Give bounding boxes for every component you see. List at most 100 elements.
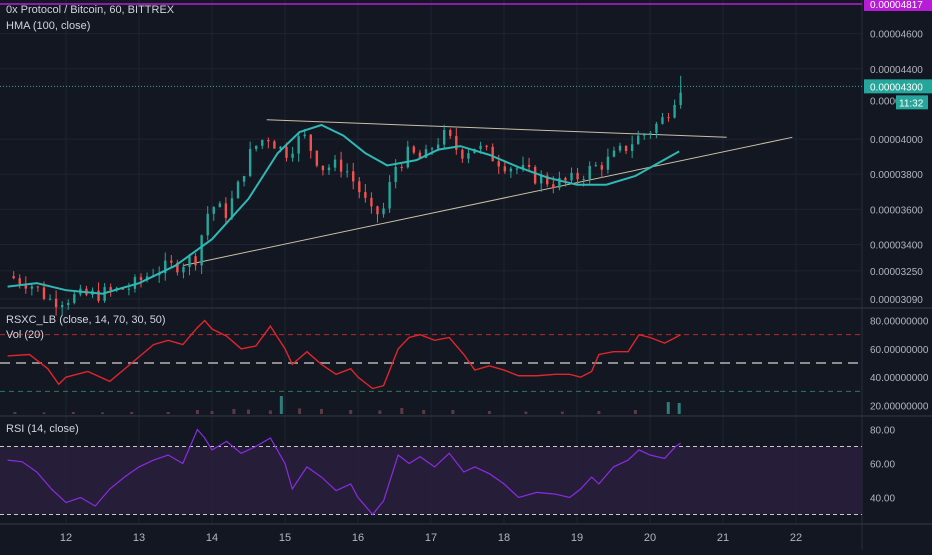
- candle-body[interactable]: [218, 203, 222, 208]
- candle-body[interactable]: [303, 134, 306, 137]
- candle-body[interactable]: [630, 144, 634, 151]
- candle-body[interactable]: [297, 136, 300, 154]
- candle-body[interactable]: [291, 153, 294, 158]
- candle-body[interactable]: [455, 135, 458, 150]
- volume-bar[interactable]: [247, 409, 250, 414]
- candle-body[interactable]: [255, 145, 258, 150]
- candle-body[interactable]: [315, 150, 319, 166]
- candle-body[interactable]: [18, 278, 21, 285]
- candle-body[interactable]: [624, 145, 628, 151]
- lower-trendline[interactable]: [182, 136, 793, 267]
- candle-body[interactable]: [649, 133, 652, 135]
- candle-body[interactable]: [273, 141, 276, 149]
- candle-body[interactable]: [503, 166, 507, 172]
- candle-body[interactable]: [194, 256, 197, 266]
- candle-body[interactable]: [485, 145, 488, 147]
- volume-bar[interactable]: [451, 410, 455, 414]
- candle-body[interactable]: [127, 288, 131, 290]
- candle-body[interactable]: [667, 117, 670, 119]
- candle-body[interactable]: [206, 213, 209, 236]
- candle-body[interactable]: [376, 206, 379, 215]
- candle-body[interactable]: [521, 164, 525, 169]
- rsi-pane[interactable]: [0, 428, 862, 516]
- candle-body[interactable]: [533, 166, 537, 184]
- candle-body[interactable]: [54, 298, 58, 308]
- candle-body[interactable]: [352, 171, 355, 182]
- candle-body[interactable]: [412, 146, 416, 153]
- volume-bar[interactable]: [560, 411, 564, 414]
- candle-body[interactable]: [546, 175, 549, 185]
- candle-body[interactable]: [418, 152, 422, 158]
- volume-bar[interactable]: [487, 411, 491, 414]
- candle-body[interactable]: [539, 175, 543, 184]
- candle-body[interactable]: [133, 277, 137, 289]
- candle-body[interactable]: [321, 165, 325, 171]
- candle-body[interactable]: [30, 286, 34, 289]
- candle-body[interactable]: [509, 168, 513, 172]
- volume-bar[interactable]: [268, 410, 272, 414]
- candle-body[interactable]: [576, 172, 579, 180]
- candle-body[interactable]: [170, 260, 173, 263]
- candle-body[interactable]: [242, 176, 246, 182]
- candle-body[interactable]: [224, 203, 228, 218]
- volume-bar[interactable]: [195, 410, 199, 414]
- candle-body[interactable]: [358, 181, 361, 193]
- volume-bar[interactable]: [524, 411, 528, 414]
- rsx-pane[interactable]: [0, 319, 862, 415]
- candle-body[interactable]: [467, 153, 470, 159]
- volume-bar[interactable]: [320, 409, 323, 414]
- candle-body[interactable]: [461, 149, 464, 159]
- candle-body[interactable]: [309, 134, 312, 151]
- candle-body[interactable]: [564, 177, 567, 181]
- candle-body[interactable]: [24, 284, 27, 289]
- hma-indicator-label[interactable]: HMA (100, close): [6, 20, 91, 32]
- candle-body[interactable]: [139, 277, 143, 281]
- price-pane[interactable]: [0, 3, 862, 316]
- candle-body[interactable]: [36, 286, 40, 288]
- volume-bar[interactable]: [232, 409, 236, 414]
- volume-bar[interactable]: [279, 396, 283, 414]
- candle-body[interactable]: [67, 302, 70, 305]
- candle-body[interactable]: [655, 123, 658, 134]
- candle-body[interactable]: [339, 159, 343, 172]
- candle-body[interactable]: [42, 287, 46, 299]
- candle-body[interactable]: [424, 149, 428, 158]
- hma-line[interactable]: [7, 123, 680, 295]
- candle-body[interactable]: [479, 145, 482, 149]
- rsx-line[interactable]: [7, 319, 681, 390]
- candle-body[interactable]: [12, 276, 15, 279]
- rsx-indicator-label[interactable]: RSXC_LB (close, 14, 70, 30, 50): [6, 314, 166, 326]
- volume-bar[interactable]: [13, 412, 17, 414]
- candle-body[interactable]: [261, 140, 264, 146]
- candle-body[interactable]: [497, 161, 500, 167]
- candle-body[interactable]: [442, 130, 446, 145]
- candle-body[interactable]: [109, 287, 112, 291]
- candle-body[interactable]: [612, 150, 616, 157]
- candle-body[interactable]: [248, 149, 252, 177]
- candle-body[interactable]: [345, 171, 349, 173]
- volume-bar[interactable]: [597, 411, 601, 414]
- candle-body[interactable]: [637, 135, 640, 145]
- candle-body[interactable]: [679, 92, 682, 105]
- rsi-indicator-label[interactable]: RSI (14, close): [6, 423, 79, 435]
- volume-bar[interactable]: [422, 410, 426, 414]
- volume-bar[interactable]: [71, 412, 75, 414]
- volume-bar[interactable]: [210, 411, 214, 414]
- candle-body[interactable]: [515, 168, 519, 170]
- volume-bar[interactable]: [378, 410, 382, 414]
- time-axis[interactable]: 12 13 14 15 16 17 18 19 20 21 22: [60, 532, 802, 544]
- candle-body[interactable]: [449, 130, 452, 136]
- candle-body[interactable]: [527, 164, 531, 167]
- candle-body[interactable]: [491, 146, 494, 162]
- price-axis[interactable]: 0.00004600 0.00004400 0.00004000 0.00003800…: [864, 0, 932, 505]
- candle-body[interactable]: [236, 181, 240, 199]
- candle-body[interactable]: [594, 165, 597, 167]
- last-price-tag[interactable]: [864, 79, 932, 94]
- candle-body[interactable]: [97, 290, 100, 301]
- candle-body[interactable]: [200, 235, 203, 266]
- volume-bar[interactable]: [101, 412, 104, 414]
- candle-body[interactable]: [552, 184, 555, 188]
- candle-body[interactable]: [48, 298, 52, 300]
- candle-body[interactable]: [279, 146, 282, 149]
- candle-body[interactable]: [436, 144, 440, 149]
